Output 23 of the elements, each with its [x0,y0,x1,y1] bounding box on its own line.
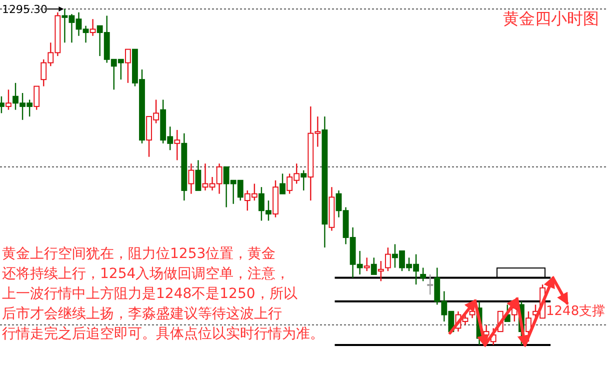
candlestick [378,260,384,282]
candlestick [427,274,434,296]
annotation: 行情走完之后追空即可。具体点位以实时行情为准。 [2,326,324,342]
candlestick [174,129,180,161]
candlestick [364,257,370,272]
candlestick [90,18,96,36]
candlestick [420,267,426,282]
annotation: 1248支撑 [546,304,606,319]
candlestick [370,257,377,276]
candlestick [300,170,307,192]
candlestick [188,162,194,194]
candlestick [6,89,12,110]
annotation: 后市才会继续上扬，李淼盛建议等待这波上行 [2,306,282,322]
candlestick [124,48,131,84]
annotation: 还将持续上行，1254入场做回调空单，注意， [2,266,290,282]
chart-title: 黄金四小时图 [503,9,599,28]
candlestick [280,173,286,194]
annotation: 黄金上行空间犹在，阻力位1253位置，黄金 [2,246,276,262]
annotation: 上一波行情中上方阻力是1248不是1250，所以 [2,286,298,302]
annotation: 1295.30 [2,3,48,16]
candlestick [34,86,40,110]
candlestick [384,246,391,272]
candlestick [195,160,202,192]
